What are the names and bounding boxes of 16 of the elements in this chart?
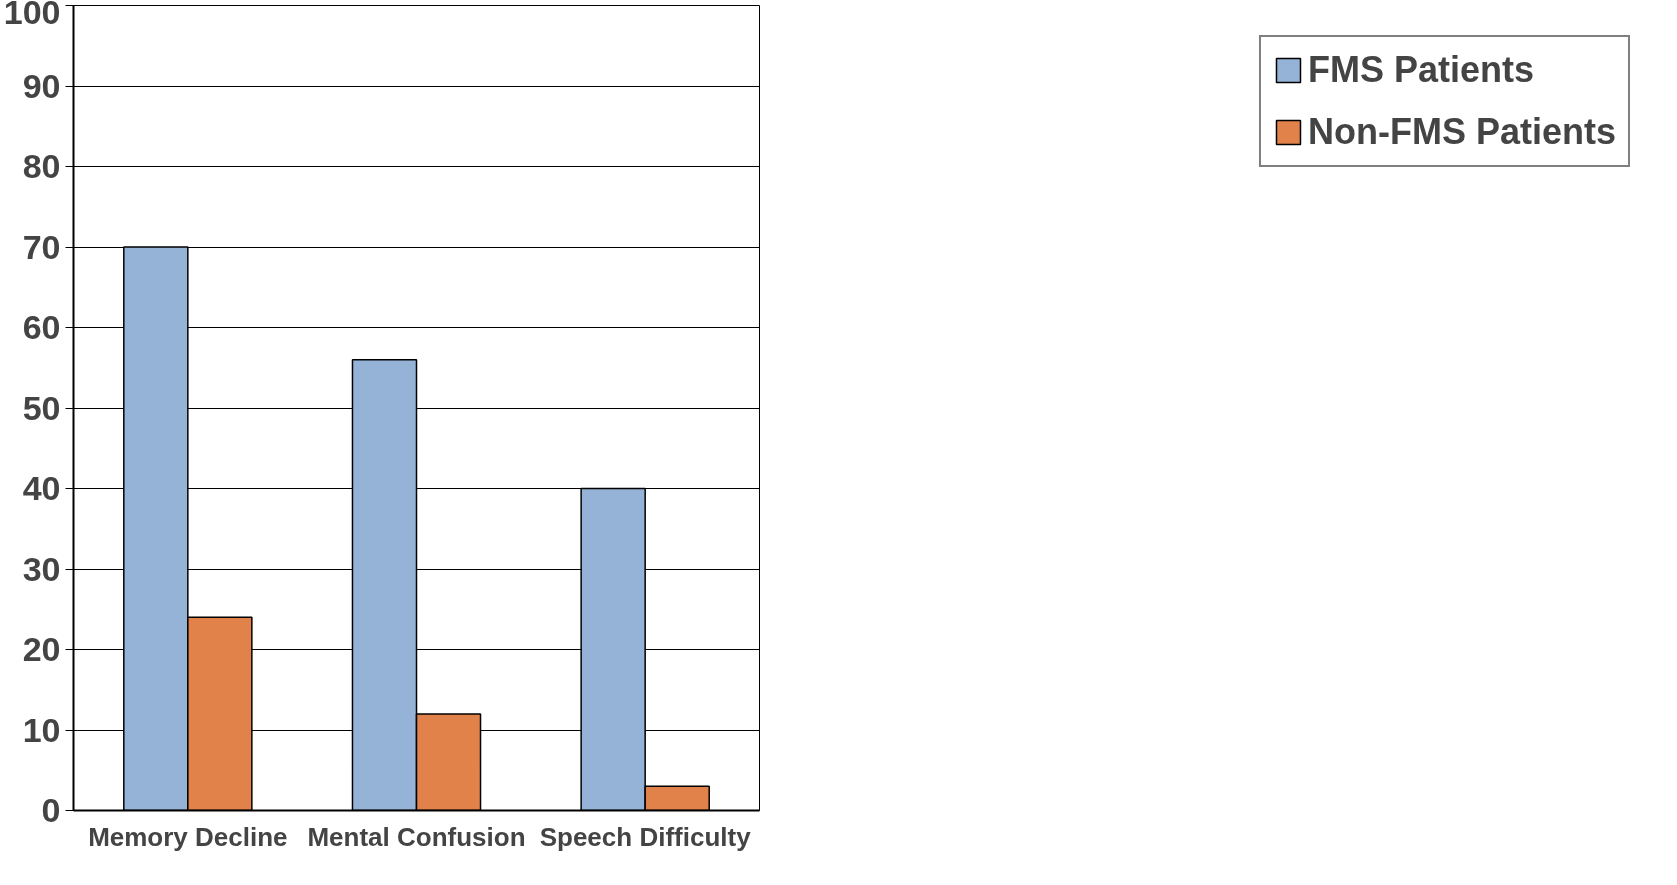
y-tick-label: 20 xyxy=(22,630,61,668)
y-tick-label: 90 xyxy=(22,66,61,105)
legend-label: Non-FMS Patients xyxy=(1307,111,1616,153)
y-tick-label: 80 xyxy=(22,147,61,185)
y-tick-label: 10 xyxy=(22,710,61,749)
y-tick-label: 100 xyxy=(3,0,61,31)
y-tick-label: 70 xyxy=(22,227,61,266)
y-tick-label: 0 xyxy=(41,791,61,829)
y-tick-label: 60 xyxy=(22,308,61,346)
x-tick-label: Speech Difficulty xyxy=(539,821,752,852)
x-tick-label: Mental Confusion xyxy=(307,821,526,852)
y-tick-label: 50 xyxy=(22,388,61,427)
y-tick-label: 40 xyxy=(22,469,61,507)
legend-label: FMS Patients xyxy=(1307,49,1535,91)
x-tick-label: Memory Decline xyxy=(88,821,288,852)
y-tick-label: 30 xyxy=(22,549,61,588)
